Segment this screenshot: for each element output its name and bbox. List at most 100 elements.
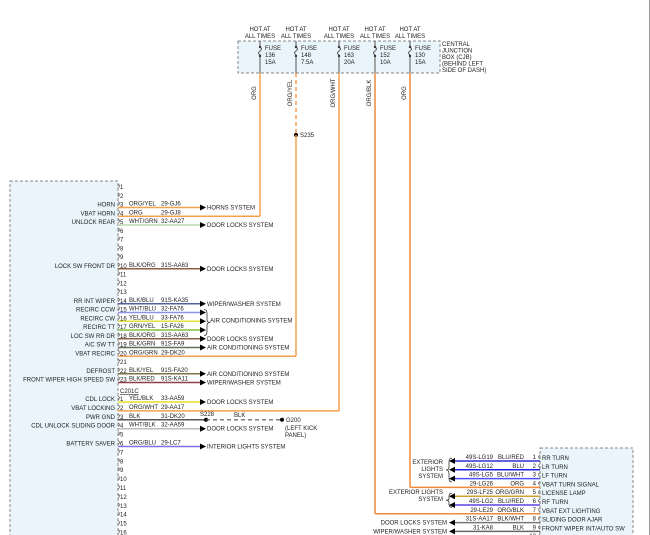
wire-color-label: ORG/GRN: [495, 490, 524, 496]
pin-number: 20: [120, 351, 127, 357]
destination-label: WIPER/WASHER SYSTEM: [207, 381, 281, 387]
pin-terminal: [117, 367, 120, 373]
hot-at-all-times-label: HOT AT: [249, 27, 270, 33]
pin-number: 17: [120, 325, 127, 331]
destination-label: WIPER/WASHER SYSTEM: [207, 302, 281, 308]
wire-color-label: BLU/RED: [498, 455, 525, 461]
pin-number: 15: [120, 308, 127, 314]
pin-label: LF TURN: [542, 474, 567, 480]
fuse-wire-color-label: ORG: [402, 86, 408, 100]
destination-label: SYSTEM: [418, 474, 443, 480]
circuit-label: 29-LC7: [161, 441, 181, 447]
wire-color-label: ORG: [129, 210, 143, 216]
circuit-label: 32-FA76: [161, 307, 184, 313]
pin-label: DEFROST: [86, 369, 115, 375]
pin-number: 3: [533, 473, 537, 479]
wire-color-label: ORG/WHT: [129, 405, 158, 411]
circuit-label: 29-DK20: [161, 350, 185, 356]
circuit-label: 15-FA26: [161, 324, 184, 330]
pin-number: 1: [120, 397, 124, 403]
pin-terminal: [117, 209, 120, 215]
fuse-terminal: [408, 54, 412, 58]
pin-label: VBAT TURN SIGNAL: [542, 482, 600, 488]
pin-number: 7: [533, 508, 537, 514]
pin-terminal: [117, 404, 120, 410]
fuse-terminal: [337, 54, 341, 58]
circuit-label: 31-KA8: [473, 525, 494, 531]
pin-label: CDL UNLOCK SLIDING DOOR: [31, 424, 115, 430]
arrow-icon: [449, 493, 455, 500]
pin-number: 11: [120, 486, 127, 492]
pin-terminal: [117, 457, 120, 463]
pin-label: HORN: [97, 203, 115, 209]
hot-at-all-times-label: HOT AT: [364, 27, 385, 33]
destination-label: DOOR LOCKS SYSTEM: [381, 521, 447, 527]
pin-number: 6: [533, 499, 537, 505]
wire-color-label: BLK/BLU: [129, 298, 154, 304]
fuse-terminal: [373, 45, 377, 49]
pin-terminal: [117, 306, 120, 311]
arrow-icon: [449, 519, 455, 526]
fuse-number: 152: [380, 53, 391, 59]
arrow-icon: [449, 528, 455, 535]
pin-number: 5: [120, 433, 124, 439]
pin-number: 22: [120, 369, 127, 375]
circuit-label: 91S-KA11: [161, 377, 189, 383]
wire-color-label: BLK/GRN: [129, 342, 155, 348]
pin-number: 18: [120, 334, 127, 340]
wire-color-label: BLU/WHT: [497, 473, 524, 479]
destination-label: DOOR LOCKS SYSTEM: [207, 223, 273, 229]
arrow-icon: [200, 379, 206, 386]
circuit-label: 49S-LG19: [466, 455, 494, 461]
pin-terminal: [117, 288, 120, 294]
pin-number: 5: [120, 220, 124, 226]
pin-terminal: [117, 271, 120, 276]
splice-label: S228: [200, 412, 215, 418]
hot-at-all-times-label: ALL TIMES: [245, 34, 275, 40]
fuse-terminal: [408, 45, 412, 49]
fuse-terminal: [294, 54, 298, 58]
pin-terminal: [117, 279, 120, 285]
pin-terminal: [117, 493, 120, 499]
pin-terminal: [117, 376, 120, 381]
pin-terminal: [117, 440, 120, 445]
fuse-wire-color-label: ORG/YEL: [288, 79, 294, 106]
pin-label: VBAT EXT LIGHTING: [542, 509, 601, 515]
pin-label: BATTERY SAVER: [66, 442, 115, 448]
circuit-label: 31-DK20: [161, 414, 185, 420]
pin-terminal: [117, 262, 120, 268]
wire-color-label: BLK/WHT: [497, 517, 524, 523]
wire-color-label: ORG/GRN: [129, 350, 158, 356]
circuit-label: 49S-LG12: [466, 464, 494, 470]
pin-terminal: [117, 475, 120, 481]
pin-label: RF TURN: [542, 500, 568, 506]
destination-label: DOOR LOCKS SYSTEM: [207, 337, 273, 343]
fuse-wire-color-label: ORG/WHT: [331, 78, 337, 107]
pin-number: 16: [120, 316, 127, 322]
pin-label: FRONT WIPER HIGH SPEED SW: [23, 378, 115, 384]
hot-at-all-times-label: ALL TIMES: [395, 34, 425, 40]
group-brace: [445, 457, 453, 483]
circuit-label: 91S-FA20: [161, 368, 188, 374]
arrow-icon: [200, 425, 206, 432]
hot-at-all-times-label: HOT AT: [285, 27, 306, 33]
pin-terminal: [117, 520, 120, 525]
pin-terminal: [117, 349, 120, 355]
circuit-label: 32-AA59: [161, 423, 185, 429]
circuit-label: 29-LE29: [470, 508, 493, 514]
pin-number: 14: [120, 513, 127, 519]
destination-label: AIR CONDITIONING SYSTEM: [210, 318, 292, 324]
fuse-name: FUSE: [415, 46, 431, 52]
junction-box-label: BOX (CJB): [442, 55, 472, 61]
pin-number: 7: [120, 238, 124, 244]
pin-terminal: [538, 507, 541, 513]
fuse-symbol: [408, 41, 412, 73]
junction-box-label: SIDE OF DASH): [442, 68, 486, 74]
fuse-terminal: [258, 45, 262, 49]
pin-label: RECIRC CCW: [76, 308, 115, 314]
pin-terminal: [117, 341, 120, 346]
wire-color-label: GRN/YEL: [129, 324, 156, 330]
pin-number: 4: [120, 424, 124, 430]
